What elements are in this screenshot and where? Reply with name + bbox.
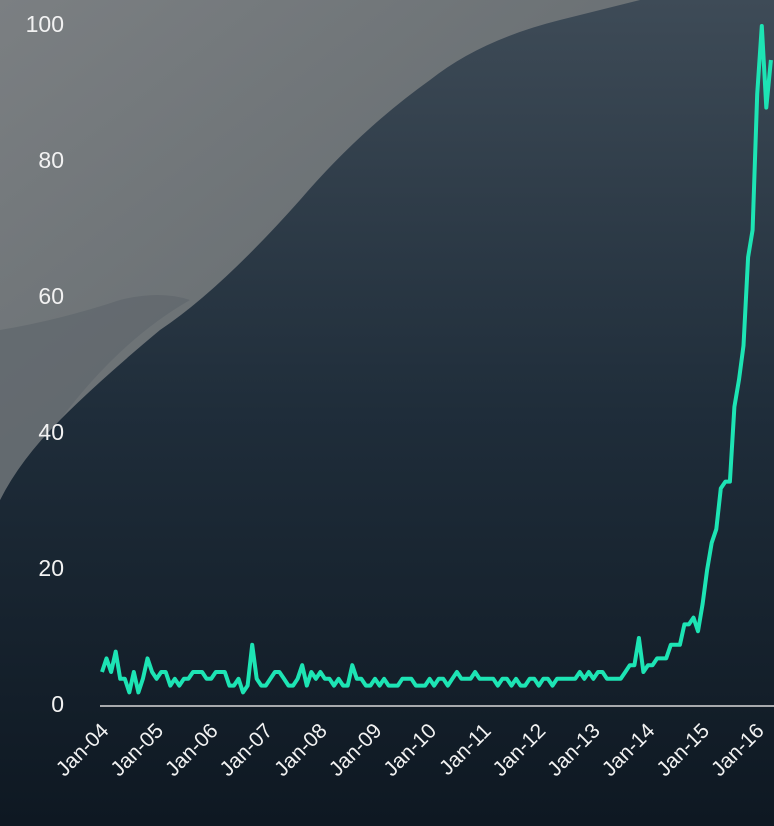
y-tick-label: 80 [38,147,64,173]
y-tick-label: 100 [26,11,64,37]
mountain-ridge [0,295,190,500]
y-tick-label: 40 [38,419,64,445]
line [100,24,773,695]
mountain-sky [0,0,640,500]
y-tick-label: 0 [51,691,64,717]
y-tick-label: 20 [38,555,64,581]
y-tick-label: 60 [38,283,64,309]
